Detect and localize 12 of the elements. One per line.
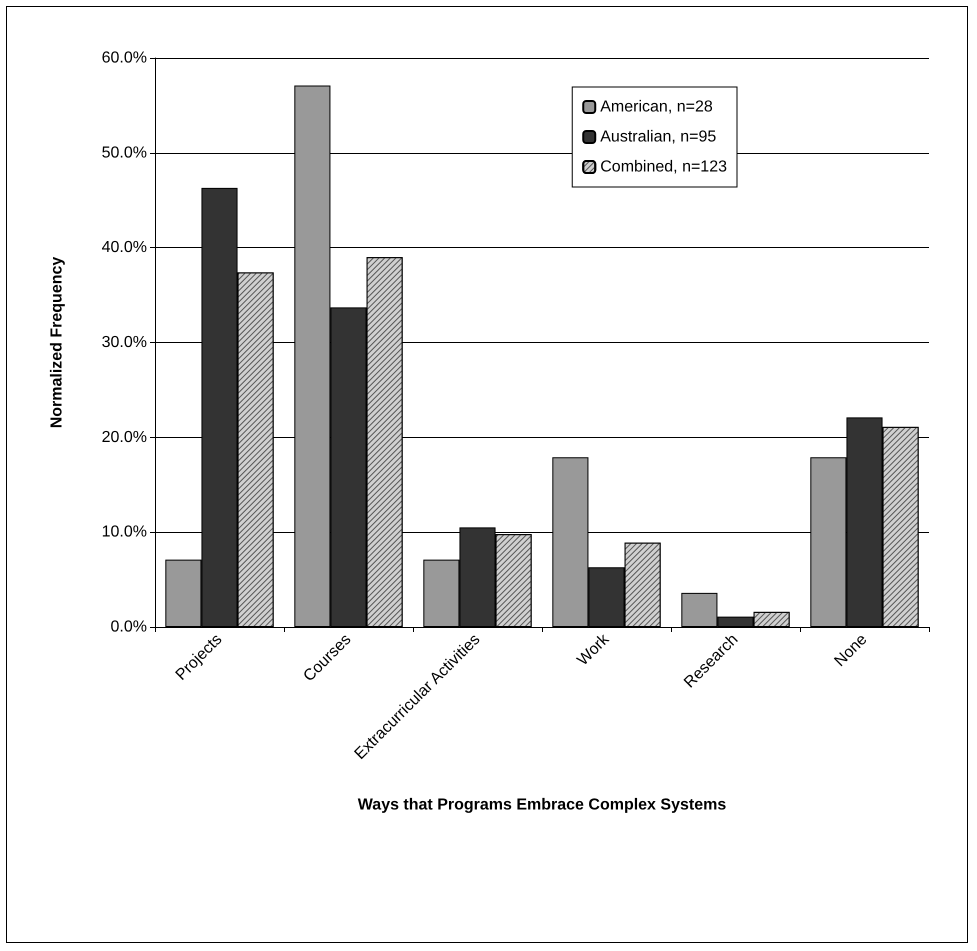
y-tick-label: 30.0%: [102, 334, 147, 351]
y-tick-label: 0.0%: [110, 618, 147, 636]
legend-label: Combined, n=123: [600, 158, 728, 176]
x-axis-title: Ways that Programs Embrace Complex Systems: [358, 796, 726, 814]
y-tick-label: 40.0%: [102, 239, 147, 256]
y-axis-title: Normalized Frequency: [48, 256, 66, 428]
y-tick-label: 10.0%: [102, 524, 147, 541]
y-tick-label: 50.0%: [102, 144, 147, 162]
legend-label: Australian, n=95: [600, 128, 716, 146]
y-tick-label: 20.0%: [102, 428, 147, 446]
legend-label: American, n=28: [600, 98, 713, 116]
y-tick-label: 60.0%: [102, 50, 147, 66]
